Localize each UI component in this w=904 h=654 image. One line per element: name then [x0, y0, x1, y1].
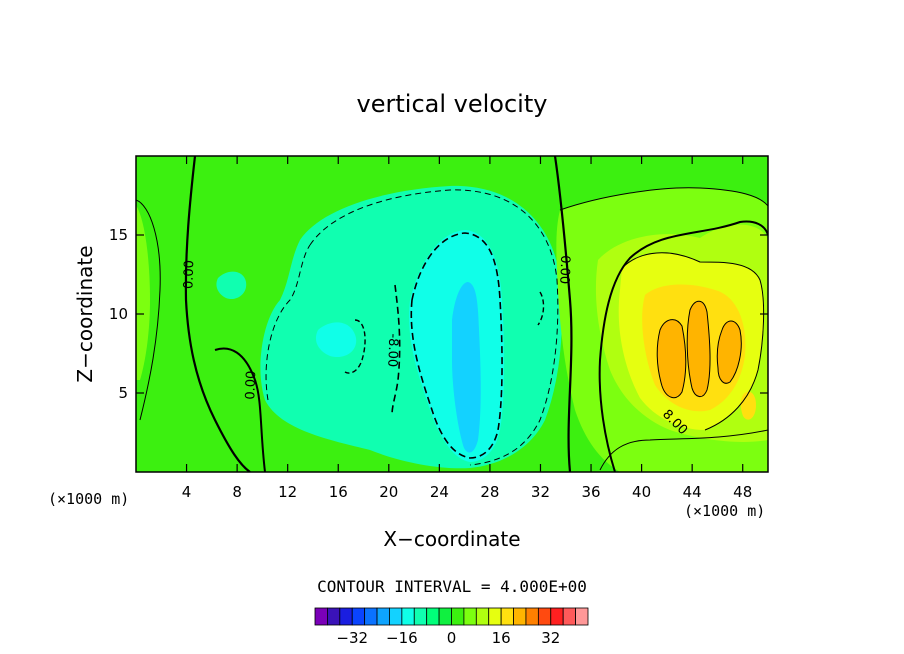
- colorbar-swatch: [451, 607, 465, 626]
- plot-area: [136, 156, 768, 472]
- x-tick-label: 48: [733, 483, 752, 501]
- contour-label-text: -8.00: [384, 333, 400, 367]
- x-tick-label: 24: [430, 483, 449, 501]
- x-tick-label: 20: [379, 483, 398, 501]
- colorbar-swatch: [339, 607, 353, 626]
- x-unit-label-right: (×1000 m): [684, 502, 765, 520]
- contour-fill: [452, 282, 481, 453]
- colorbar-swatch: [376, 607, 390, 626]
- colorbar-ticks: −32 −16 0 16 32: [336, 629, 560, 647]
- colorbar-swatch: [463, 607, 477, 626]
- colorbar-swatch: [327, 607, 341, 626]
- x-tick-label: 12: [278, 483, 297, 501]
- y-tick-label: 10: [109, 305, 128, 323]
- x-tick-label: 32: [531, 483, 550, 501]
- contour-label-text: 0.00: [243, 370, 259, 399]
- colorbar-swatch: [351, 607, 366, 626]
- x-tick-label: 44: [683, 483, 702, 501]
- contour-fill: [657, 319, 686, 398]
- x-tick-label: 16: [329, 483, 348, 501]
- colorbar-swatch: [488, 607, 502, 626]
- contour-fill: [717, 321, 742, 384]
- colorbar-tick-label: 0: [447, 629, 457, 647]
- colorbar-swatch: [550, 607, 564, 626]
- contour-label: 0.00: [556, 255, 572, 284]
- contour-fill: [315, 322, 357, 358]
- y-axis-title: Z−coordinate: [73, 245, 97, 382]
- contour-label: -8.00: [384, 333, 400, 367]
- contour-label-text: 0.00: [181, 260, 197, 289]
- colorbar-swatch: [475, 607, 490, 626]
- colorbar-swatch: [537, 607, 552, 626]
- colorbar-swatch: [500, 607, 514, 626]
- colorbar: [314, 607, 589, 626]
- contour-fill: [136, 205, 150, 380]
- x-unit-label-left: (×1000 m): [48, 490, 129, 508]
- y-tick-label: 15: [109, 226, 128, 244]
- x-tick-label: 8: [232, 483, 242, 501]
- contour-fill: [216, 271, 247, 300]
- contour-interval-label: CONTOUR INTERVAL = 4.000E+00: [317, 577, 587, 596]
- colorbar-swatch: [562, 607, 576, 626]
- contour-fill: [740, 391, 756, 420]
- colorbar-tick-label: 32: [541, 629, 560, 647]
- colorbar-swatch: [525, 607, 539, 626]
- colorbar-swatch: [364, 607, 378, 626]
- y-tick-label: 5: [118, 384, 128, 402]
- colorbar-tick-label: −32: [336, 629, 368, 647]
- colorbar-swatch: [575, 607, 589, 626]
- colorbar-tick-label: 16: [492, 629, 511, 647]
- x-tick-label: 36: [581, 483, 600, 501]
- contour-label: 0.00: [181, 260, 197, 289]
- contour-fill: [687, 301, 711, 397]
- x-tick-label: 28: [480, 483, 499, 501]
- x-tick-label: 40: [632, 483, 651, 501]
- colorbar-swatch: [314, 607, 328, 626]
- chart-title: vertical velocity: [357, 90, 548, 118]
- x-tick-label: 4: [182, 483, 192, 501]
- colorbar-swatch: [413, 607, 428, 626]
- x-axis-title: X−coordinate: [383, 527, 520, 551]
- contour-label: 0.00: [243, 370, 259, 399]
- colorbar-swatch: [401, 607, 415, 626]
- x-axis: 4 8 12 16 20 24 28 32 36 40 44 48: [182, 156, 752, 501]
- colorbar-tick-label: −16: [386, 629, 418, 647]
- y-axis: 5 10 15: [109, 226, 768, 402]
- colorbar-swatch: [426, 607, 440, 626]
- colorbar-swatch: [389, 607, 403, 626]
- contour-lines: [136, 156, 768, 472]
- colorbar-swatch: [513, 607, 527, 626]
- colorbar-swatch: [438, 607, 452, 626]
- contour-label-text: 0.00: [556, 255, 572, 284]
